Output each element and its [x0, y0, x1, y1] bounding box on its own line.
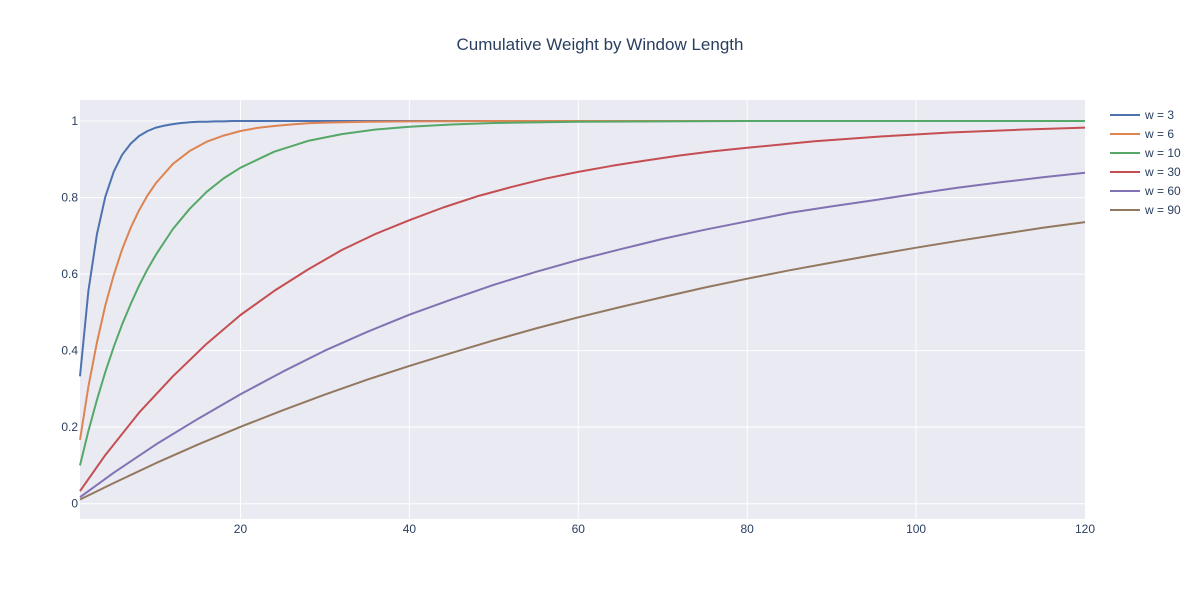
y-tick-label: 0.6 — [61, 267, 78, 281]
legend-label: w = 60 — [1144, 184, 1181, 198]
x-tick-label: 20 — [234, 522, 248, 536]
legend-item-w-90[interactable]: w = 90 — [1110, 203, 1181, 217]
plot-area — [80, 100, 1085, 519]
y-tick-label: 0.8 — [61, 191, 78, 205]
y-tick-label: 1 — [71, 114, 78, 128]
series-line-w-10 — [79, 120, 1085, 466]
x-tick-label: 120 — [1075, 522, 1095, 536]
legend-label: w = 6 — [1144, 127, 1174, 141]
series-line-w-60 — [79, 171, 1086, 499]
legend-label: w = 90 — [1144, 203, 1181, 217]
y-tick-label: 0 — [71, 497, 78, 511]
legend-item-w-3[interactable]: w = 3 — [1110, 108, 1174, 122]
series-line-w-30 — [79, 126, 1086, 492]
legend-item-w-30[interactable]: w = 30 — [1110, 165, 1181, 179]
x-axis-ticks: 20 40 60 80 100 120 — [234, 522, 1096, 536]
x-tick-label: 40 — [403, 522, 417, 536]
series-line-w-6 — [79, 120, 1085, 440]
legend-label: w = 3 — [1144, 108, 1174, 122]
series-line-w-90 — [79, 221, 1086, 501]
chart-title: Cumulative Weight by Window Length — [457, 35, 744, 54]
series-lines — [79, 120, 1086, 501]
legend-label: w = 30 — [1144, 165, 1181, 179]
legend-item-w-10[interactable]: w = 10 — [1110, 146, 1181, 160]
x-tick-label: 60 — [572, 522, 586, 536]
legend-label: w = 10 — [1144, 146, 1181, 160]
y-tick-label: 0.2 — [61, 420, 78, 434]
y-axis-ticks: 0 0.2 0.4 0.6 0.8 1 — [61, 114, 78, 511]
legend: w = 3 w = 6 w = 10 w = 30 w = 60 w = 90 — [1110, 108, 1181, 217]
y-tick-label: 0.4 — [61, 344, 78, 358]
x-tick-label: 80 — [741, 522, 755, 536]
x-tick-label: 100 — [906, 522, 926, 536]
legend-item-w-6[interactable]: w = 6 — [1110, 127, 1174, 141]
legend-item-w-60[interactable]: w = 60 — [1110, 184, 1181, 198]
